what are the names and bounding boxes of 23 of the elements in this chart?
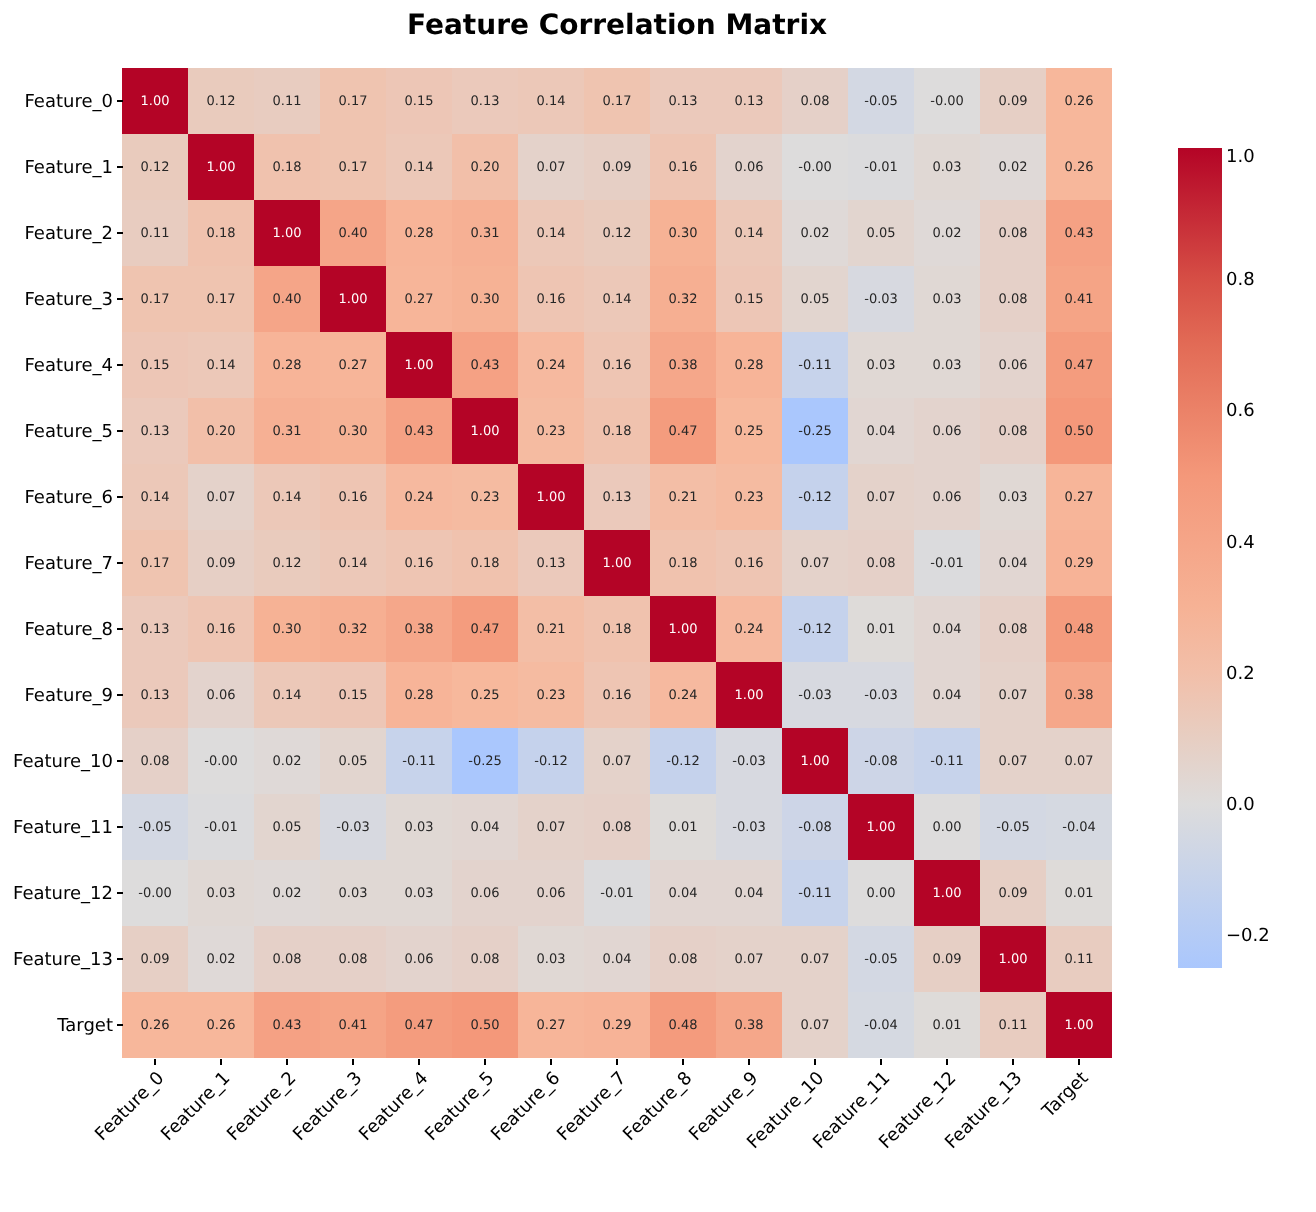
y-tick-label: Feature_8 <box>24 621 114 641</box>
color-bar-label: 0.0 <box>1226 796 1256 816</box>
y-tick-label: Feature_10 <box>13 753 114 773</box>
color-bar-label: 0.4 <box>1226 533 1256 554</box>
y-tick-label: Feature_6 <box>24 489 114 509</box>
y-tick-label: Feature_3 <box>24 291 113 311</box>
color-bar-label: 0.8 <box>1226 271 1256 292</box>
y-tick-label: Feature_4 <box>24 357 114 377</box>
y-tick-label: Feature_9 <box>24 687 114 707</box>
chart-title: Feature Correlation Matrix <box>406 10 828 42</box>
color-bar-label: 1.0 <box>1226 148 1256 168</box>
y-tick-label: Feature_12 <box>13 885 113 905</box>
color-bar-label: 0.6 <box>1226 402 1256 423</box>
y-tick-label: Feature_7 <box>24 555 113 575</box>
y-tick-label: Target <box>55 1017 114 1037</box>
y-tick-label: Feature_11 <box>13 819 113 839</box>
y-tick-label: Feature_5 <box>24 423 113 443</box>
y-tick-label: Feature_1 <box>24 159 113 179</box>
y-tick-label: Feature_0 <box>24 93 114 113</box>
y-tick-label: Feature_13 <box>13 951 113 971</box>
color-bar-label: 0.2 <box>1226 664 1255 685</box>
y-tick-label: Feature_2 <box>24 225 113 245</box>
color-bar-label: −0.2 <box>1226 927 1270 948</box>
